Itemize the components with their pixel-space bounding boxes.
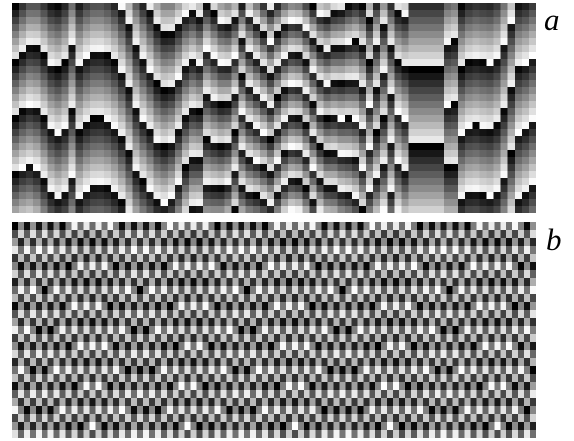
panel-a-canvas	[12, 3, 536, 213]
panel-b-label: b	[546, 222, 562, 257]
panel-b-canvas	[12, 222, 536, 438]
panel-a-pattern-image	[12, 3, 536, 213]
panel-a-label: a	[544, 2, 560, 37]
panel-b-pattern-image	[12, 222, 536, 438]
